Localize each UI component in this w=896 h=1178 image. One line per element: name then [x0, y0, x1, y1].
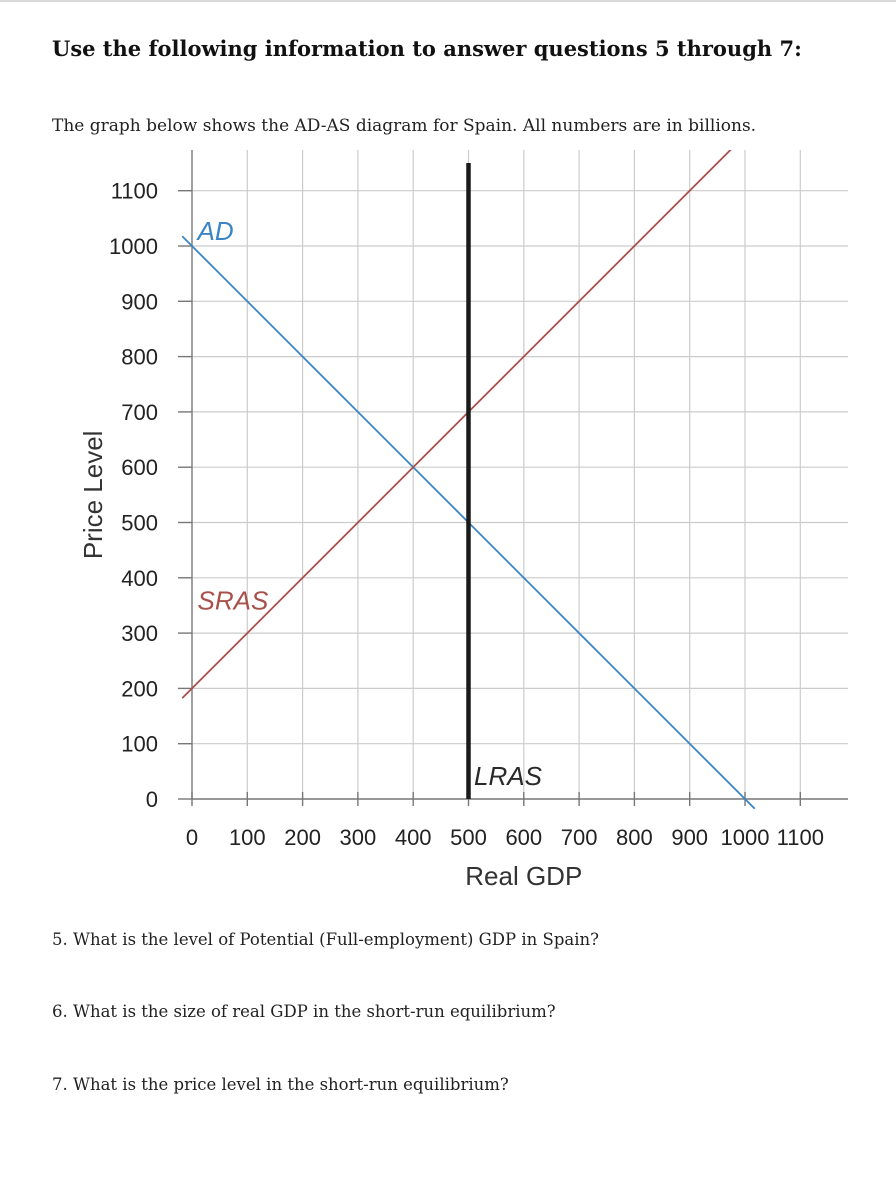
y-tick-label: 1000: [109, 234, 158, 259]
y-tick-label: 0: [146, 787, 158, 812]
x-tick-label: 700: [561, 825, 598, 850]
question-6: 6. What is the size of real GDP in the s…: [52, 1002, 556, 1021]
y-tick-label: 300: [121, 621, 158, 646]
top-divider: [0, 0, 896, 2]
x-tick-label: 900: [671, 825, 708, 850]
x-tick-label: 1100: [777, 825, 824, 850]
y-tick-label: 900: [121, 289, 158, 314]
x-tick-label: 1000: [721, 825, 770, 850]
y-tick-label: 700: [121, 400, 158, 425]
x-tick-label: 0: [186, 825, 198, 850]
y-tick-label: 400: [121, 566, 158, 591]
x-tick-label: 800: [616, 825, 653, 850]
y-tick-label: 100: [121, 732, 158, 757]
ad-as-chart: 0 100 200 300 400 500 600 700 800 900 1000 1100 0 100…: [78, 150, 848, 890]
x-tick-label: 600: [505, 825, 542, 850]
sras-label: SRAS: [198, 585, 269, 615]
x-tick-label: 400: [395, 825, 432, 850]
question-7: 7. What is the price level in the short-…: [52, 1075, 509, 1094]
y-tick-label: 200: [121, 676, 158, 701]
ad-label: AD: [196, 216, 234, 246]
x-tick-label: 500: [450, 825, 487, 850]
x-tick-label: 200: [284, 825, 321, 850]
question-5: 5. What is the level of Potential (Full-…: [52, 930, 599, 949]
y-tick-label: 800: [121, 345, 158, 370]
y-tick-label: 500: [121, 511, 158, 536]
intro-text: The graph below shows the AD-AS diagram …: [52, 116, 757, 136]
y-tick-label: 1100: [111, 179, 158, 204]
x-tick-label: 100: [229, 825, 266, 850]
x-tick-label: 300: [340, 825, 377, 850]
lras-label: LRAS: [474, 761, 543, 791]
x-axis-title: Real GDP: [465, 861, 582, 890]
y-axis-title: Price Level: [78, 431, 108, 560]
section-heading: Use the following information to answer …: [52, 36, 802, 61]
y-tick-label: 600: [121, 455, 158, 480]
